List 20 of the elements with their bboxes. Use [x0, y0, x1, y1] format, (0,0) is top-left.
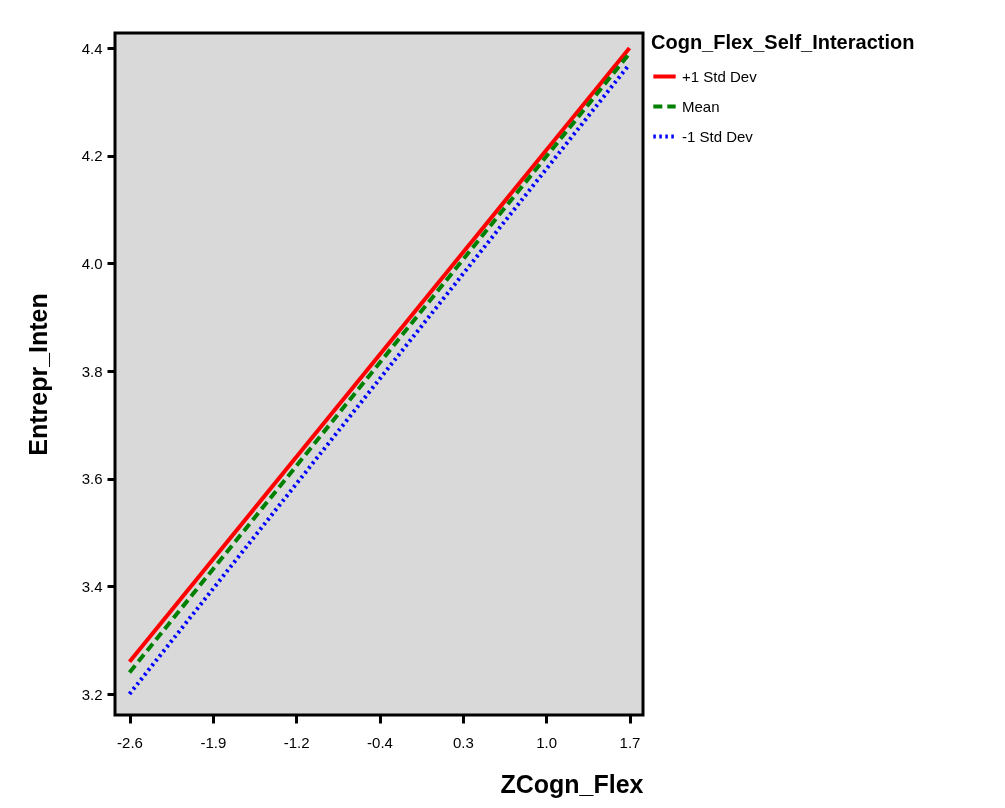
x-tick-label: 0.3 [452, 733, 474, 751]
legend-title: Cogn_Flex_Self_Interaction [651, 31, 915, 53]
y-tick-label: 3.2 [81, 685, 103, 703]
y-tick-label: 4.4 [81, 39, 103, 57]
y-tick-label: 3.8 [81, 362, 103, 380]
x-axis-title: ZCogn_Flex [500, 769, 644, 798]
x-tick-label: 1.0 [536, 733, 558, 751]
y-tick-label: 3.6 [81, 470, 103, 488]
x-tick-label: -2.6 [117, 733, 143, 751]
legend-label: +1 Std Dev [682, 67, 758, 85]
x-tick-label: -1.2 [283, 733, 310, 751]
legend-label: Mean [682, 97, 720, 115]
y-axis-title: Entrepr_Inten [23, 293, 52, 456]
y-tick-label: 4.0 [81, 254, 103, 272]
x-tick-label: -1.9 [200, 733, 227, 751]
legend-label: -1 Std Dev [682, 127, 754, 145]
y-tick-label: 3.4 [81, 577, 103, 595]
x-tick-label: 1.7 [619, 733, 641, 751]
y-tick-label: 4.2 [81, 147, 103, 165]
x-tick-label: -0.4 [367, 733, 393, 751]
